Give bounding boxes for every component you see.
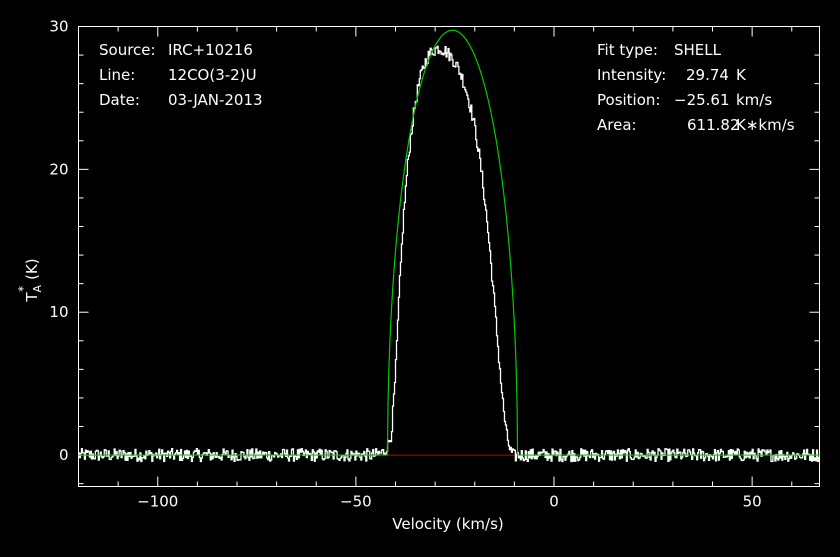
x-tick-label: 0 <box>549 493 559 511</box>
y-axis-label-main: T <box>23 292 41 303</box>
y-tick-label: 10 <box>49 303 68 321</box>
area-unit: K∗km/s <box>736 116 795 134</box>
area-label: Area: <box>597 116 637 134</box>
source-value: IRC+10216 <box>168 41 253 59</box>
axis-tick-labels: −100 −50 0 50 0 10 20 30 <box>49 18 761 511</box>
info-left: Source: IRC+10216 Line: 12CO(3-2)U Date:… <box>99 41 263 109</box>
intensity-value: 29.74 <box>686 66 729 84</box>
axis-ticks <box>78 26 820 487</box>
intensity-label: Intensity: <box>597 66 666 84</box>
svg-text:TA*(K): TA* (K) <box>16 258 44 302</box>
line-label: Line: <box>99 66 135 84</box>
y-axis-label-sub: A <box>31 284 44 292</box>
fit-type-value: SHELL <box>674 41 722 59</box>
plot-frame <box>78 26 820 487</box>
fit-type-label: Fit type: <box>597 41 658 59</box>
position-label: Position: <box>597 91 660 109</box>
x-tick-label: 50 <box>743 493 762 511</box>
info-right: Fit type: SHELL Intensity: 29.74 K Posit… <box>597 41 795 134</box>
position-unit: km/s <box>736 91 772 109</box>
x-axis-label: Velocity (km/s) <box>392 515 503 533</box>
date-label: Date: <box>99 91 140 109</box>
position-value: −25.61 <box>674 91 730 109</box>
shell-fit-line <box>78 29 820 456</box>
y-tick-label: 20 <box>49 160 68 178</box>
y-tick-label: 30 <box>49 18 68 36</box>
y-axis-label: TA* (K) <box>16 258 44 302</box>
line-value: 12CO(3-2)U <box>168 66 257 84</box>
y-axis-label-sup: * <box>16 286 30 292</box>
x-tick-label: −100 <box>137 493 178 511</box>
x-tick-label: −50 <box>340 493 372 511</box>
intensity-unit: K <box>736 66 747 84</box>
area-value: 611.82 <box>687 116 740 134</box>
source-label: Source: <box>99 41 156 59</box>
date-value: 03-JAN-2013 <box>168 91 263 109</box>
y-axis-label-unit: (K) <box>23 258 41 280</box>
y-tick-label: 0 <box>59 446 69 464</box>
